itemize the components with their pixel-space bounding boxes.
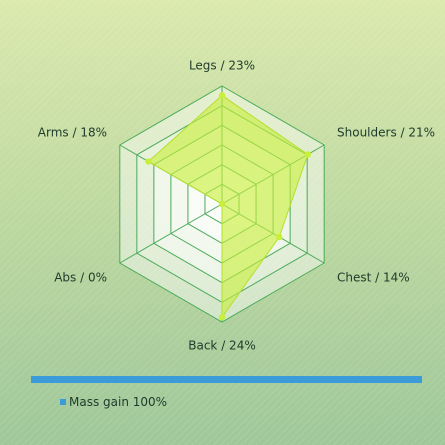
axis-label: Back / 24% xyxy=(188,339,255,353)
axis-label: Chest / 14% xyxy=(337,271,410,285)
data-point xyxy=(145,158,152,165)
data-point xyxy=(304,151,312,158)
axis-label: Legs / 23% xyxy=(189,59,255,73)
data-point xyxy=(218,314,226,321)
legend[interactable]: Mass gain 100% xyxy=(60,395,167,409)
grid-spoke xyxy=(119,203,223,264)
axis-label: Abs / 0% xyxy=(54,271,107,285)
data-point xyxy=(218,92,226,99)
legend-bar xyxy=(31,376,422,383)
data-point xyxy=(276,233,283,241)
legend-label: Mass gain 100% xyxy=(69,395,168,409)
axis-label: Shoulders / 21% xyxy=(337,126,435,140)
legend-swatch xyxy=(60,399,66,405)
axis-label: Arms / 18% xyxy=(38,126,107,140)
data-point xyxy=(218,200,226,208)
